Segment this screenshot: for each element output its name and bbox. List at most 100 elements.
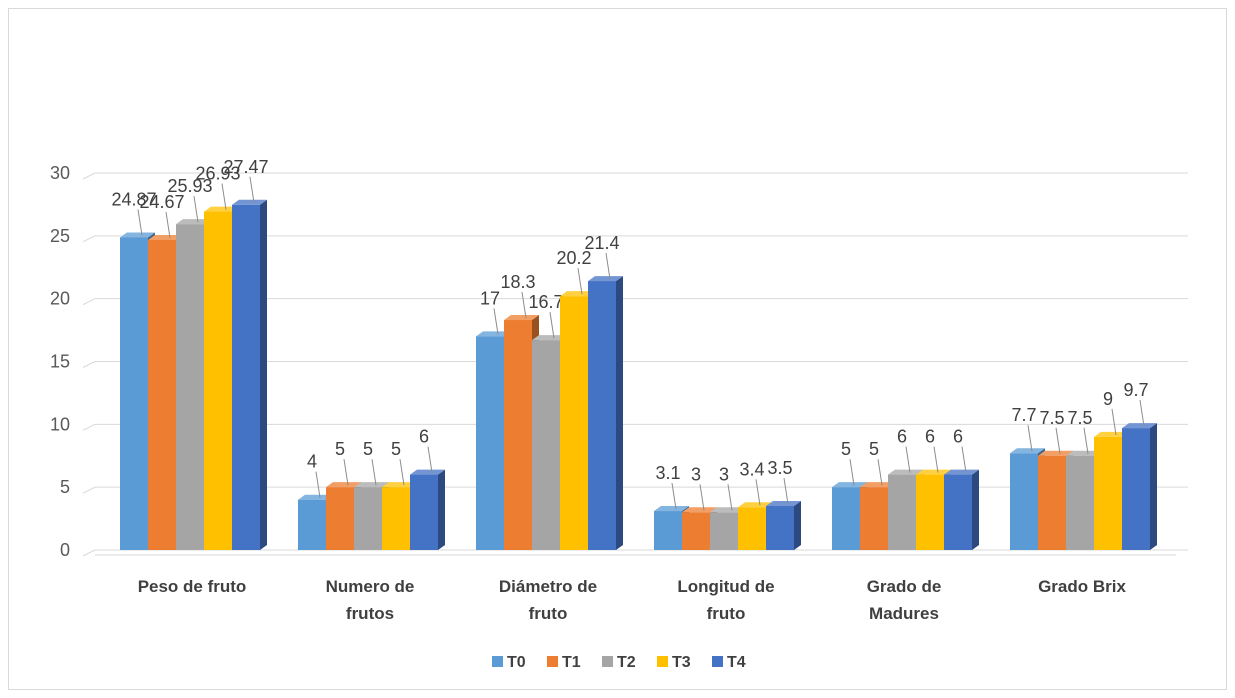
x-category-label: Madures: [869, 604, 939, 623]
leader-line: [1027, 425, 1033, 452]
leader-line: [549, 312, 555, 339]
bar-top: [832, 482, 867, 488]
bar[interactable]: [232, 204, 260, 550]
bar[interactable]: [654, 511, 682, 550]
gridline-slant: [82, 423, 96, 431]
bar[interactable]: [832, 487, 860, 550]
bar-side: [438, 469, 445, 550]
bar[interactable]: [354, 487, 382, 550]
data-label: 18.3: [500, 272, 535, 292]
bar[interactable]: [560, 296, 588, 550]
bar[interactable]: [476, 336, 504, 550]
leader-line: [493, 308, 499, 335]
bar[interactable]: [738, 507, 766, 550]
leader-line: [249, 176, 255, 203]
x-category-label: Grado Brix: [1038, 577, 1126, 596]
data-label: 26.93: [195, 164, 240, 184]
gridline-slant: [82, 235, 96, 243]
legend-swatch: [657, 656, 668, 667]
leader-line: [315, 471, 321, 498]
data-label: 5: [335, 439, 345, 459]
data-label: 3: [719, 464, 729, 484]
bar-top: [766, 501, 801, 507]
bar-top: [1038, 450, 1073, 456]
data-label: 3.5: [767, 458, 792, 478]
data-label: 3.1: [655, 463, 680, 483]
leader-line: [577, 268, 583, 295]
legend-swatch: [602, 656, 613, 667]
bar[interactable]: [944, 474, 972, 550]
bar-top: [888, 469, 923, 475]
bar-top: [916, 469, 951, 475]
bar-side: [1150, 423, 1157, 550]
bar-top: [204, 206, 239, 212]
bar[interactable]: [710, 512, 738, 550]
data-label: 24.87: [111, 189, 156, 209]
gridline-slant: [82, 361, 96, 368]
bar[interactable]: [176, 224, 204, 550]
data-label: 6: [925, 427, 935, 447]
bar-top: [120, 232, 155, 238]
bar[interactable]: [1066, 455, 1094, 550]
bar-top: [1094, 431, 1129, 437]
bar[interactable]: [1038, 455, 1066, 550]
data-label: 24.67: [139, 192, 184, 212]
bar-side: [972, 469, 979, 550]
bar-top: [1122, 423, 1157, 429]
bar-top: [1066, 450, 1101, 456]
gridline-slant: [82, 172, 96, 180]
legend-swatch: [492, 656, 503, 667]
leader-line: [1111, 408, 1117, 435]
legend-swatch: [712, 656, 723, 667]
data-label: 6: [419, 427, 429, 447]
bar-side: [794, 501, 801, 550]
bar-top: [476, 331, 511, 337]
bar[interactable]: [1094, 436, 1122, 550]
leader-line: [137, 209, 143, 236]
y-tick-label: 25: [50, 226, 70, 246]
x-category-label: Diámetro de: [499, 577, 597, 596]
bar[interactable]: [860, 487, 888, 550]
data-label: 9.7: [1123, 380, 1148, 400]
bar[interactable]: [682, 512, 710, 550]
bar[interactable]: [298, 499, 326, 550]
bar[interactable]: [204, 211, 232, 551]
leader-line: [671, 482, 677, 510]
leader-line: [849, 459, 855, 486]
legend-label: T3: [672, 654, 691, 671]
leader-line: [961, 446, 967, 473]
data-label: 3.4: [739, 459, 764, 479]
bar[interactable]: [888, 474, 916, 550]
bar[interactable]: [410, 474, 438, 550]
y-tick-label: 30: [50, 163, 70, 183]
bar[interactable]: [504, 320, 532, 550]
leader-line: [371, 459, 377, 486]
data-label: 5: [869, 439, 879, 459]
leader-line: [165, 211, 171, 239]
bar[interactable]: [1010, 453, 1038, 550]
leader-line: [1055, 427, 1061, 454]
data-label: 20.2: [556, 248, 591, 268]
bar[interactable]: [326, 487, 354, 550]
bar[interactable]: [532, 340, 560, 550]
bar[interactable]: [766, 506, 794, 550]
bar-top: [560, 291, 595, 297]
bar-top: [298, 494, 333, 500]
bar[interactable]: [120, 237, 148, 551]
leader-line: [221, 183, 227, 210]
y-tick-label: 20: [50, 289, 70, 309]
bar-side: [260, 199, 267, 550]
bar[interactable]: [588, 281, 616, 550]
bar-top: [354, 482, 389, 488]
gridline-slant: [82, 486, 96, 494]
leader-line: [427, 446, 433, 473]
bar[interactable]: [148, 239, 176, 550]
bar[interactable]: [916, 474, 944, 550]
data-label: 7.5: [1039, 408, 1064, 428]
bar[interactable]: [382, 487, 410, 550]
bar-side: [616, 276, 623, 550]
bar[interactable]: [1122, 428, 1150, 550]
y-tick-label: 5: [60, 477, 70, 497]
bar-top: [588, 276, 623, 282]
